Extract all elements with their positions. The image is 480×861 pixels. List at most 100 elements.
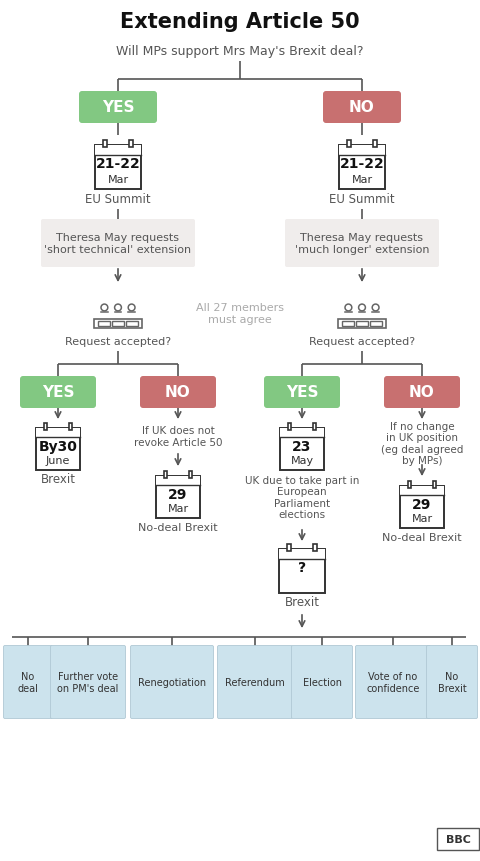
FancyBboxPatch shape [371, 321, 382, 327]
Text: BBC: BBC [445, 834, 470, 844]
FancyBboxPatch shape [126, 321, 138, 327]
Text: YES: YES [42, 385, 74, 400]
FancyBboxPatch shape [408, 481, 411, 488]
Text: Brexit: Brexit [285, 596, 320, 609]
Text: No
deal: No deal [18, 672, 38, 693]
Text: UK due to take part in
European
Parliament
elections: UK due to take part in European Parliame… [245, 475, 359, 520]
Text: Request accepted?: Request accepted? [309, 337, 415, 347]
FancyBboxPatch shape [156, 476, 200, 518]
FancyBboxPatch shape [280, 429, 324, 437]
Text: 21-22: 21-22 [96, 158, 140, 171]
FancyBboxPatch shape [288, 424, 291, 430]
FancyBboxPatch shape [291, 646, 352, 719]
FancyBboxPatch shape [44, 424, 48, 430]
FancyBboxPatch shape [131, 646, 214, 719]
FancyBboxPatch shape [323, 92, 401, 124]
Text: May: May [290, 455, 313, 466]
Text: NO: NO [409, 385, 435, 400]
FancyBboxPatch shape [36, 429, 80, 470]
FancyBboxPatch shape [217, 646, 292, 719]
Text: Further vote
on PM's deal: Further vote on PM's deal [57, 672, 119, 693]
FancyBboxPatch shape [339, 146, 385, 156]
Text: 21-22: 21-22 [340, 158, 384, 171]
Text: No-deal Brexit: No-deal Brexit [138, 523, 218, 532]
FancyBboxPatch shape [356, 646, 431, 719]
Text: No-deal Brexit: No-deal Brexit [382, 532, 462, 542]
FancyBboxPatch shape [41, 220, 195, 268]
FancyBboxPatch shape [112, 321, 124, 327]
FancyBboxPatch shape [288, 544, 291, 551]
FancyBboxPatch shape [50, 646, 125, 719]
Text: YES: YES [286, 385, 318, 400]
Text: YES: YES [102, 101, 134, 115]
Text: EU Summit: EU Summit [329, 193, 395, 207]
FancyBboxPatch shape [427, 646, 478, 719]
Text: NO: NO [165, 385, 191, 400]
Text: NO: NO [349, 101, 375, 115]
Text: Mar: Mar [168, 504, 189, 514]
FancyBboxPatch shape [338, 319, 386, 329]
Circle shape [101, 305, 108, 312]
Text: Mar: Mar [108, 175, 129, 184]
FancyBboxPatch shape [348, 141, 351, 148]
Text: If UK does not
revoke Article 50: If UK does not revoke Article 50 [134, 425, 222, 447]
Text: Brexit: Brexit [40, 473, 75, 486]
Text: Vote of no
confidence: Vote of no confidence [366, 672, 420, 693]
FancyBboxPatch shape [98, 321, 109, 327]
Text: 29: 29 [412, 497, 432, 511]
Text: If no change
in UK position
(eg deal agreed
by MPs): If no change in UK position (eg deal agr… [381, 421, 463, 466]
FancyBboxPatch shape [279, 549, 325, 559]
FancyBboxPatch shape [279, 549, 325, 593]
Circle shape [128, 305, 135, 312]
Text: Theresa May requests
'short technical' extension: Theresa May requests 'short technical' e… [45, 233, 192, 255]
Text: 23: 23 [292, 439, 312, 453]
FancyBboxPatch shape [3, 646, 52, 719]
FancyBboxPatch shape [339, 146, 385, 189]
Circle shape [359, 305, 365, 312]
Circle shape [115, 305, 121, 312]
FancyBboxPatch shape [437, 828, 479, 850]
Text: Mar: Mar [411, 514, 432, 523]
Text: Referendum: Referendum [225, 678, 285, 687]
Circle shape [345, 305, 352, 312]
Circle shape [372, 305, 379, 312]
FancyBboxPatch shape [313, 544, 317, 551]
FancyBboxPatch shape [285, 220, 439, 268]
Text: Mar: Mar [351, 175, 372, 184]
FancyBboxPatch shape [36, 429, 80, 437]
FancyBboxPatch shape [189, 472, 192, 479]
Text: No
Brexit: No Brexit [438, 672, 467, 693]
FancyBboxPatch shape [129, 141, 132, 148]
Text: Theresa May requests
'much longer' extension: Theresa May requests 'much longer' exten… [295, 233, 429, 255]
Text: Will MPs support Mrs May's Brexit deal?: Will MPs support Mrs May's Brexit deal? [116, 46, 364, 59]
Text: Renegotiation: Renegotiation [138, 678, 206, 687]
FancyBboxPatch shape [20, 376, 96, 408]
FancyBboxPatch shape [264, 376, 340, 408]
FancyBboxPatch shape [384, 376, 460, 408]
Text: Election: Election [302, 678, 341, 687]
Text: All 27 members
must agree: All 27 members must agree [196, 303, 284, 325]
FancyBboxPatch shape [140, 376, 216, 408]
FancyBboxPatch shape [103, 141, 107, 148]
Text: Request accepted?: Request accepted? [65, 337, 171, 347]
FancyBboxPatch shape [432, 481, 436, 488]
FancyBboxPatch shape [69, 424, 72, 430]
FancyBboxPatch shape [400, 486, 444, 529]
FancyBboxPatch shape [356, 321, 368, 327]
FancyBboxPatch shape [400, 486, 444, 496]
FancyBboxPatch shape [373, 141, 377, 148]
FancyBboxPatch shape [79, 92, 157, 124]
FancyBboxPatch shape [312, 424, 316, 430]
Text: ?: ? [298, 561, 306, 575]
FancyBboxPatch shape [94, 319, 142, 329]
FancyBboxPatch shape [95, 146, 141, 156]
Text: By30: By30 [38, 439, 77, 453]
FancyBboxPatch shape [156, 476, 200, 486]
Text: Extending Article 50: Extending Article 50 [120, 12, 360, 32]
FancyBboxPatch shape [164, 472, 168, 479]
Text: EU Summit: EU Summit [85, 193, 151, 207]
FancyBboxPatch shape [280, 429, 324, 470]
FancyBboxPatch shape [342, 321, 354, 327]
Text: 29: 29 [168, 487, 188, 501]
Text: June: June [46, 455, 70, 466]
